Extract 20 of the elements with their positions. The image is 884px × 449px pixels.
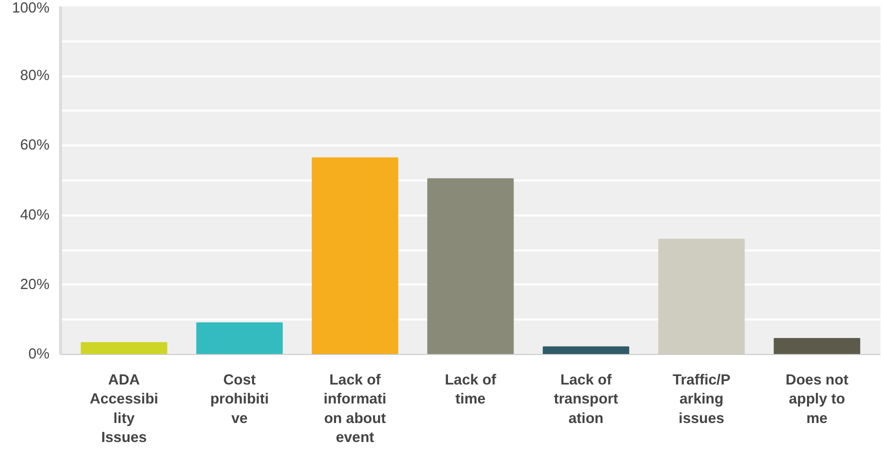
x-tick-label: Cost prohibitive [210, 372, 269, 427]
bar [774, 338, 860, 354]
x-tick-label: ADA Accessibility Issues [90, 372, 158, 446]
bar [80, 342, 168, 354]
y-tick-label: 0% [28, 346, 50, 362]
y-tick-label: 60% [20, 138, 50, 154]
y-tick-label: 20% [20, 276, 50, 293]
y-tick-label: 100% [12, 0, 50, 16]
y-tick-label: 40% [20, 207, 50, 224]
x-tick-label: Lack of time [444, 372, 496, 408]
bar [196, 322, 283, 354]
bar [542, 346, 630, 354]
y-tick-label: 80% [20, 68, 50, 84]
x-tick-label: Lack of transportation [554, 372, 618, 427]
x-tick-label: Traffic/Parking issues [672, 372, 731, 427]
bar [312, 157, 398, 354]
x-tick-label: Does not apply to me [786, 372, 848, 427]
x-tick-label: Lack of information about event [324, 372, 386, 446]
bar [427, 178, 514, 354]
bar [658, 238, 745, 354]
